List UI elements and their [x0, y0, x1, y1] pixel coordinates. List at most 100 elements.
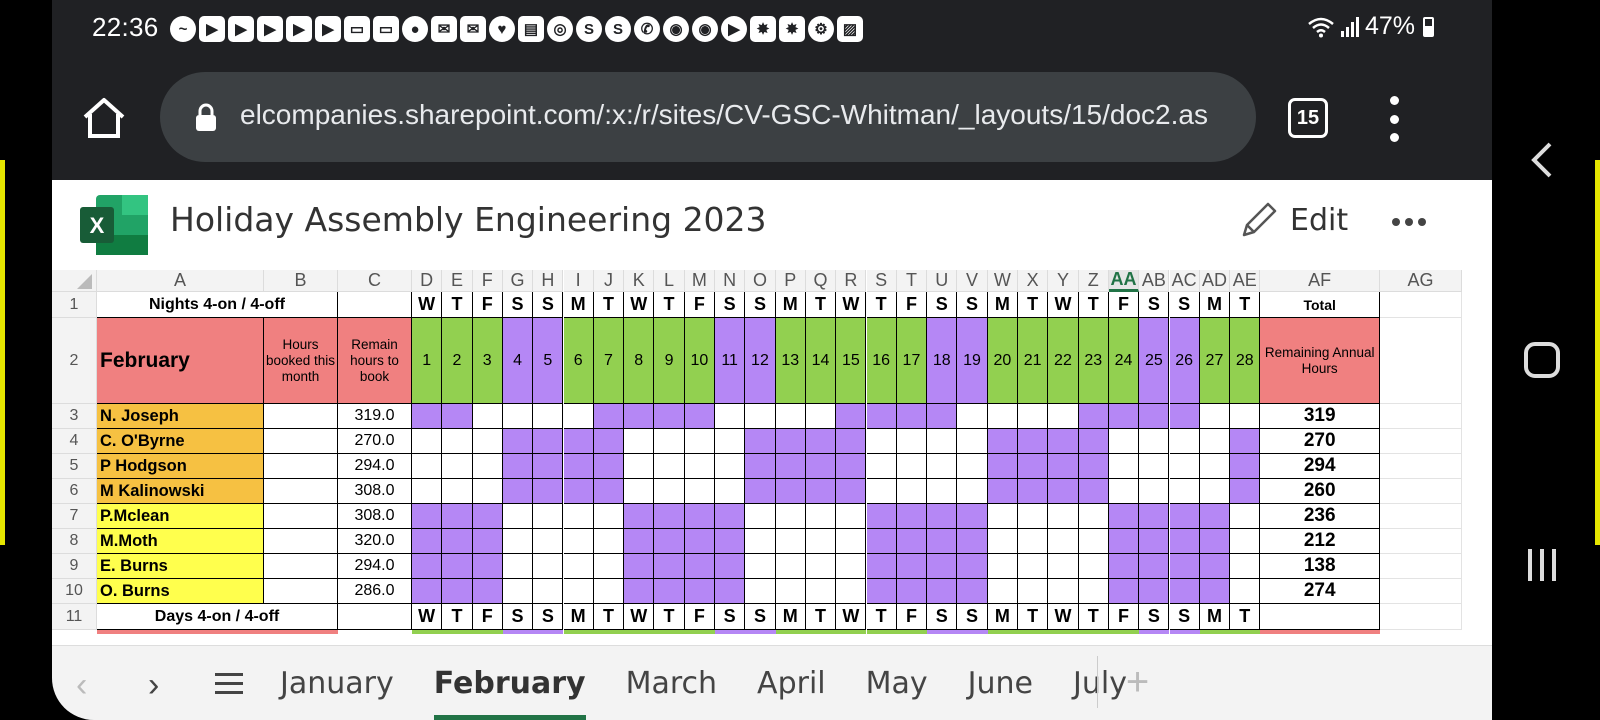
column-header-u[interactable]: U: [927, 270, 958, 292]
shift-cell[interactable]: [927, 429, 958, 454]
remaining-annual-cell[interactable]: 260: [1260, 479, 1380, 504]
weekday-cell[interactable]: W: [624, 604, 655, 630]
row12-peek[interactable]: [1108, 630, 1140, 634]
shift-cell[interactable]: [412, 554, 443, 579]
shift-cell[interactable]: [927, 579, 958, 604]
remain-hours-cell[interactable]: 286.0: [338, 579, 412, 604]
column-header-p[interactable]: P: [775, 270, 806, 292]
row-header-5[interactable]: 5: [52, 454, 97, 479]
day-number-cell[interactable]: 1: [412, 318, 443, 404]
row12-peek[interactable]: [624, 630, 655, 634]
hours-booked-cell[interactable]: [264, 554, 338, 579]
shift-cell[interactable]: [1139, 454, 1170, 479]
shift-cell[interactable]: [1048, 529, 1079, 554]
shift-cell[interactable]: [472, 479, 503, 504]
shift-cell[interactable]: [412, 529, 443, 554]
column-header-af[interactable]: AF: [1260, 270, 1380, 292]
day-number-cell[interactable]: 14: [805, 318, 837, 404]
shift-cell[interactable]: [715, 479, 746, 504]
row-header-11[interactable]: 11: [52, 604, 97, 630]
weekday-cell[interactable]: T: [654, 604, 685, 630]
select-all-corner[interactable]: [52, 270, 97, 292]
nights-label[interactable]: Nights 4-on / 4-off: [97, 292, 338, 318]
remain-hours-cell[interactable]: 294.0: [338, 554, 412, 579]
shift-cell[interactable]: [805, 579, 837, 604]
shift-cell[interactable]: [1078, 454, 1109, 479]
shift-cell[interactable]: [745, 454, 776, 479]
person-name[interactable]: E. Burns: [97, 554, 264, 579]
weekday-cell[interactable]: T: [593, 604, 625, 630]
row12-peek[interactable]: [1199, 630, 1231, 634]
row-header-4[interactable]: 4: [52, 429, 97, 454]
shift-cell[interactable]: [836, 404, 867, 429]
shift-cell[interactable]: [836, 554, 867, 579]
shift-cell[interactable]: [866, 529, 897, 554]
day-number-cell[interactable]: 6: [563, 318, 594, 404]
shift-cell[interactable]: [1230, 504, 1261, 529]
remaining-annual-cell[interactable]: 274: [1260, 579, 1380, 604]
shift-cell[interactable]: [745, 554, 776, 579]
weekday-cell[interactable]: F: [1108, 604, 1140, 630]
row12-peek[interactable]: [502, 630, 534, 634]
shift-cell[interactable]: [1078, 404, 1109, 429]
shift-cell[interactable]: [472, 529, 503, 554]
column-header-c[interactable]: C: [338, 270, 412, 292]
shift-cell[interactable]: [775, 479, 806, 504]
shift-cell[interactable]: [654, 404, 685, 429]
shift-cell[interactable]: [896, 454, 928, 479]
shift-cell[interactable]: [927, 504, 958, 529]
shift-cell[interactable]: [1078, 429, 1109, 454]
shift-cell[interactable]: [775, 554, 806, 579]
shift-cell[interactable]: [654, 579, 685, 604]
shift-cell[interactable]: [866, 579, 897, 604]
shift-cell[interactable]: [745, 579, 776, 604]
row12-peek[interactable]: [684, 630, 715, 634]
row-header-8[interactable]: 8: [52, 529, 97, 554]
person-name[interactable]: M Kalinowski: [97, 479, 264, 504]
shift-cell[interactable]: [836, 454, 867, 479]
weekday-cell[interactable]: W: [1048, 604, 1079, 630]
shift-cell[interactable]: [745, 504, 776, 529]
shift-cell[interactable]: [927, 454, 958, 479]
weekday-cell[interactable]: T: [805, 292, 837, 318]
hours-booked-cell[interactable]: [264, 429, 338, 454]
shift-cell[interactable]: [1139, 429, 1170, 454]
recents-icon[interactable]: [1522, 545, 1562, 585]
weekday-cell[interactable]: M: [775, 292, 806, 318]
row12-peek[interactable]: [97, 630, 338, 634]
person-name[interactable]: O. Burns: [97, 579, 264, 604]
row12-peek[interactable]: [927, 630, 958, 634]
weekday-cell[interactable]: M: [563, 604, 594, 630]
shift-cell[interactable]: [1018, 554, 1049, 579]
shift-cell[interactable]: [1199, 429, 1231, 454]
day-number-cell[interactable]: 23: [1078, 318, 1109, 404]
shift-cell[interactable]: [1139, 404, 1170, 429]
row12-peek[interactable]: [412, 630, 443, 634]
day-number-cell[interactable]: 26: [1169, 318, 1200, 404]
shift-cell[interactable]: [412, 579, 443, 604]
remain-hours-cell[interactable]: 308.0: [338, 479, 412, 504]
shift-cell[interactable]: [1199, 404, 1231, 429]
day-number-cell[interactable]: 7: [593, 318, 625, 404]
shift-cell[interactable]: [1078, 579, 1109, 604]
hours-booked-cell[interactable]: [264, 529, 338, 554]
sheet-tab-june[interactable]: June: [967, 666, 1033, 701]
person-name[interactable]: C. O'Byrne: [97, 429, 264, 454]
shift-cell[interactable]: [593, 429, 625, 454]
day-number-cell[interactable]: 20: [987, 318, 1018, 404]
shift-cell[interactable]: [1108, 579, 1140, 604]
column-header-n[interactable]: N: [715, 270, 746, 292]
shift-cell[interactable]: [533, 429, 564, 454]
cell-ag11[interactable]: [1380, 604, 1462, 630]
shift-cell[interactable]: [866, 554, 897, 579]
shift-cell[interactable]: [533, 479, 564, 504]
shift-cell[interactable]: [502, 479, 534, 504]
shift-cell[interactable]: [805, 554, 837, 579]
shift-cell[interactable]: [927, 479, 958, 504]
shift-cell[interactable]: [654, 429, 685, 454]
shift-cell[interactable]: [896, 554, 928, 579]
shift-cell[interactable]: [502, 504, 534, 529]
shift-cell[interactable]: [957, 529, 988, 554]
shift-cell[interactable]: [412, 504, 443, 529]
shift-cell[interactable]: [1108, 404, 1140, 429]
